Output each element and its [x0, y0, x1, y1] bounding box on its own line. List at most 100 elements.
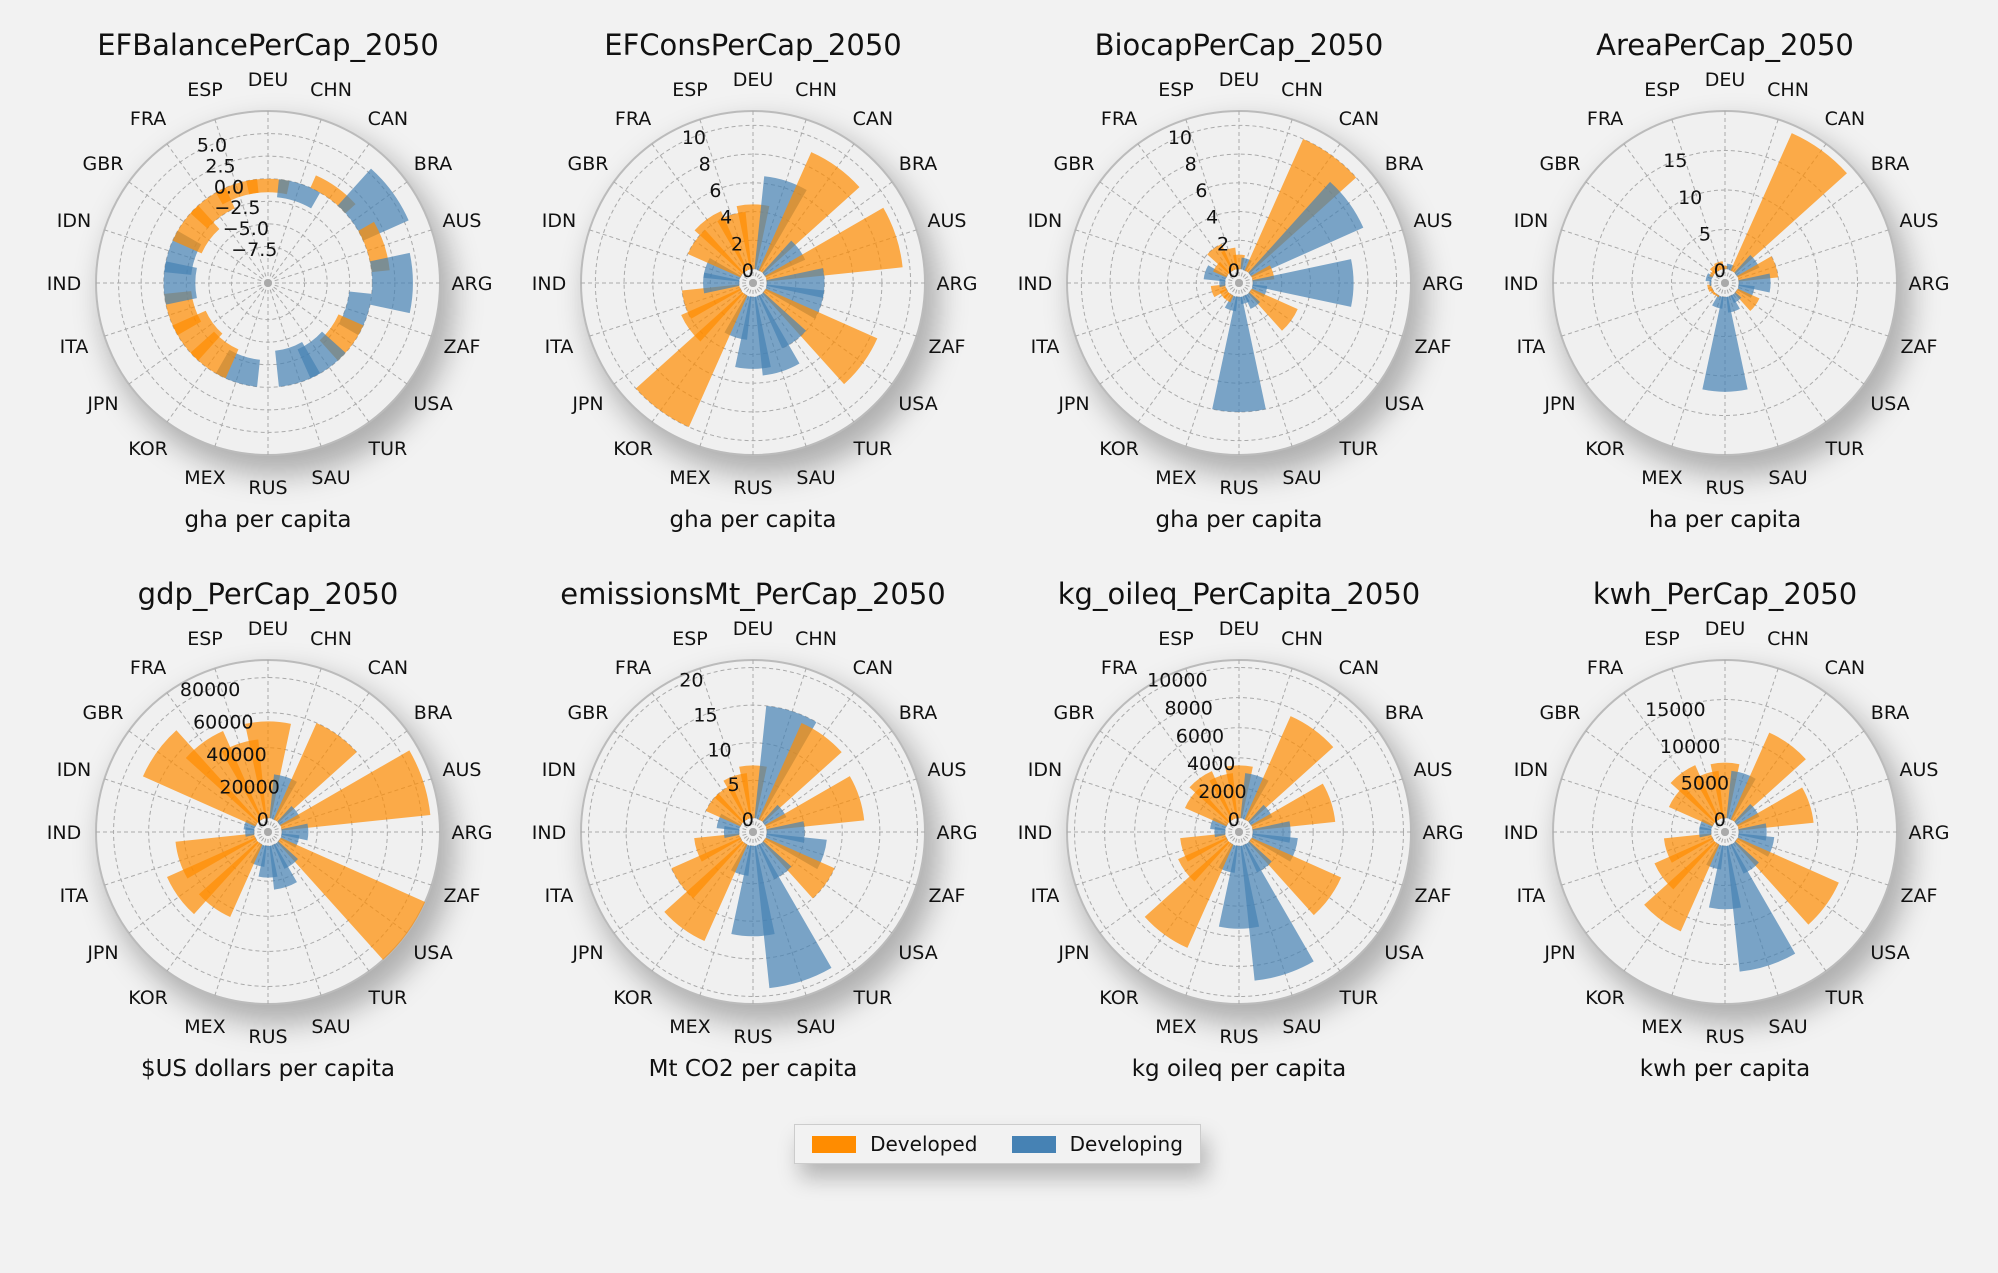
- legend-item-developing: Developing: [1011, 1132, 1183, 1156]
- bar-kor: [664, 841, 748, 942]
- category-label: ITA: [1517, 336, 1546, 358]
- category-label: FRA: [1101, 108, 1137, 130]
- category-label: MEX: [1155, 1016, 1196, 1038]
- bar-sau: [1240, 844, 1314, 981]
- category-label: TUR: [368, 987, 408, 1009]
- center-dot: [1235, 828, 1243, 836]
- category-label: ZAF: [1901, 885, 1938, 907]
- bar-sau: [275, 342, 321, 387]
- bar-tur: [1244, 292, 1261, 309]
- radial-tick-label: 20000: [219, 776, 279, 798]
- category-label: IDN: [1514, 210, 1548, 232]
- category-label: DEU: [1219, 618, 1260, 640]
- category-label: USA: [898, 393, 937, 415]
- bar-tur: [758, 292, 807, 349]
- category-label: FRA: [1101, 657, 1137, 679]
- category-label: ARG: [937, 273, 978, 295]
- bar-sau: [269, 844, 297, 890]
- category-label: RUS: [1705, 1026, 1744, 1048]
- category-label: ARG: [1909, 822, 1950, 844]
- category-label: CAN: [1825, 108, 1865, 130]
- radial-tick-label: −7.5: [231, 239, 277, 261]
- axis-label: $US dollars per capita: [141, 1056, 395, 1082]
- radial-tick-label: 15: [1663, 150, 1687, 172]
- category-label: KOR: [1099, 987, 1139, 1009]
- angular-gridline: [1561, 282, 1726, 337]
- bar-idn: [1203, 265, 1227, 282]
- radial-gridline: [1134, 727, 1344, 937]
- radial-tick-label: 10: [707, 739, 731, 761]
- bar-rus: [258, 845, 278, 878]
- radial-tick-label: 40000: [206, 744, 266, 766]
- legend-swatch-developed: [812, 1135, 857, 1153]
- category-label: JPN: [1057, 393, 1089, 415]
- category-label: RUS: [1219, 477, 1258, 499]
- category-label: BRA: [1385, 702, 1423, 724]
- category-label: TUR: [1339, 987, 1379, 1009]
- bar-mex: [1224, 295, 1238, 312]
- category-label: JPN: [1057, 942, 1089, 964]
- category-label: USA: [413, 393, 452, 415]
- category-label: FRA: [1587, 657, 1623, 679]
- bar-usa: [1734, 288, 1760, 312]
- category-label: ESP: [187, 79, 223, 101]
- bar-ita: [1180, 833, 1227, 862]
- category-label: IND: [1504, 273, 1538, 295]
- bar-esp: [717, 211, 752, 271]
- bar-can: [758, 722, 842, 823]
- category-label: BRA: [1385, 153, 1423, 175]
- bar-kor: [1223, 292, 1234, 303]
- radial-tick-label: 2: [1217, 233, 1229, 255]
- bar-usa: [277, 837, 426, 960]
- category-label: MEX: [1641, 467, 1682, 489]
- bar-rus: [1708, 845, 1742, 910]
- category-label: GBR: [1539, 153, 1580, 175]
- angular-gridline: [1238, 282, 1293, 447]
- bar-esp: [1221, 247, 1238, 271]
- bar-arg: [1738, 273, 1771, 293]
- radial-tick-label: 8: [1185, 153, 1197, 175]
- bar-ita: [1210, 284, 1227, 298]
- category-label: ZAF: [1415, 885, 1452, 907]
- category-label: CAN: [1339, 657, 1379, 679]
- radial-gridline: [1671, 778, 1779, 886]
- bar-jpn: [681, 288, 744, 342]
- category-label: ITA: [1031, 336, 1060, 358]
- bar-rus: [1212, 296, 1266, 412]
- category-label: BRA: [414, 153, 452, 175]
- category-label: ESP: [187, 628, 223, 650]
- axis-label: kg oileq per capita: [1132, 1056, 1347, 1082]
- bar-fra: [1189, 771, 1234, 823]
- angular-gridline: [1561, 229, 1726, 284]
- category-label: ARG: [1909, 273, 1950, 295]
- radial-tick-label: 8: [699, 153, 711, 175]
- category-label: JPN: [86, 393, 118, 415]
- category-label: BRA: [899, 153, 937, 175]
- category-label: JPN: [1543, 942, 1575, 964]
- category-label: IDN: [1028, 759, 1062, 781]
- bar-rus: [731, 845, 775, 937]
- radial-tick-label: 2.5: [205, 155, 235, 177]
- category-label: RUS: [1219, 1026, 1258, 1048]
- radial-tick-label: 20: [679, 670, 703, 692]
- category-label: ARG: [452, 822, 493, 844]
- category-label: RUS: [733, 1026, 772, 1048]
- chart-title: gdp_PerCap_2050: [138, 577, 399, 611]
- category-label: CHN: [1767, 628, 1809, 650]
- category-label: TUR: [853, 987, 893, 1009]
- bar-bra: [762, 804, 787, 827]
- category-label: DEU: [248, 69, 289, 91]
- angular-gridline: [1238, 119, 1293, 284]
- legend-label-developing: Developing: [1069, 1132, 1183, 1156]
- category-label: ITA: [60, 885, 89, 907]
- bar-usa: [1734, 837, 1839, 925]
- angular-gridline: [1623, 282, 1726, 423]
- category-label: DEU: [733, 618, 774, 640]
- bar-chn: [277, 179, 321, 209]
- category-label: IND: [1504, 822, 1538, 844]
- angular-gridline: [267, 119, 322, 284]
- bar-arg: [1252, 259, 1354, 307]
- radial-tick-label: 5: [728, 774, 740, 796]
- category-label: AUS: [928, 759, 967, 781]
- bar-esp: [1209, 773, 1238, 820]
